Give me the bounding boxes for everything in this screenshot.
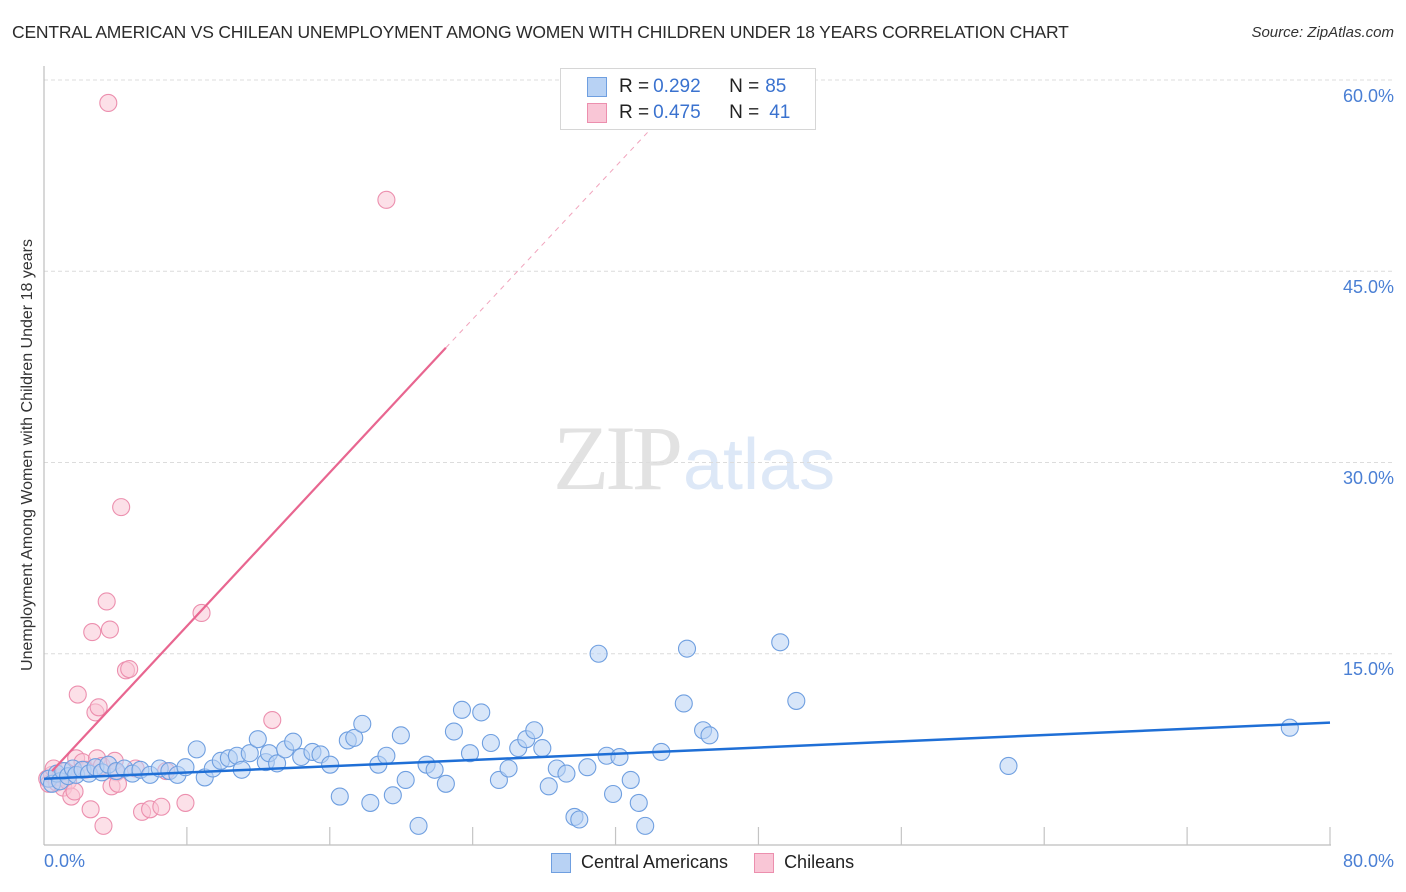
data-point — [353, 714, 372, 733]
central-americans-points — [39, 633, 1299, 835]
data-point — [94, 816, 113, 835]
y-tick-15: 15.0% — [1342, 659, 1394, 679]
data-point — [578, 758, 597, 777]
legend-item-central-americans[interactable]: Central Americans — [551, 852, 728, 873]
n-value: 85 — [765, 76, 787, 97]
data-point — [65, 782, 84, 801]
legend-item-chileans[interactable]: Chileans — [754, 852, 854, 873]
data-point — [1280, 718, 1299, 737]
data-point — [674, 694, 693, 713]
data-point — [99, 93, 118, 112]
data-point — [472, 703, 491, 722]
data-point — [120, 659, 139, 679]
data-point — [533, 739, 552, 758]
data-point — [621, 770, 640, 790]
blue-swatch-icon — [551, 852, 571, 873]
data-point — [377, 190, 396, 209]
data-point — [610, 747, 629, 767]
r-label: R = — [619, 102, 650, 123]
chart-title: CENTRAL AMERICAN VS CHILEAN UNEMPLOYMENT… — [12, 22, 1069, 42]
data-point — [636, 816, 655, 835]
data-point — [83, 623, 102, 642]
pink-swatch-icon — [754, 852, 775, 873]
data-point — [460, 744, 480, 763]
x-tick-80: 80.0% — [1342, 851, 1394, 871]
data-point — [525, 721, 544, 740]
r-label: R = — [619, 76, 650, 97]
legend-label: Central Americans — [581, 852, 729, 872]
data-point — [377, 746, 396, 765]
stats-legend-row-chileans: R = 0.475 N = 41 — [587, 101, 790, 125]
n-label: N = — [729, 102, 760, 123]
y-tick-45: 45.0% — [1342, 277, 1394, 297]
source-label: Source: ZipAtlas.com — [1251, 24, 1394, 41]
data-point — [499, 759, 518, 778]
data-point — [481, 733, 500, 753]
data-point — [240, 744, 259, 763]
data-point — [700, 726, 719, 745]
n-value: 41 — [769, 102, 791, 123]
data-point — [345, 728, 364, 747]
data-point — [383, 786, 402, 805]
chileans-trendline-extension — [445, 124, 656, 349]
data-point — [570, 810, 589, 829]
data-point — [396, 770, 415, 790]
r-value: 0.475 — [653, 102, 701, 123]
gridlines — [44, 79, 1392, 655]
data-point — [89, 698, 108, 717]
data-point — [629, 793, 648, 812]
data-point — [68, 685, 87, 704]
data-point — [604, 784, 623, 804]
data-point — [999, 756, 1018, 776]
data-point — [425, 760, 444, 779]
axes — [43, 66, 1331, 846]
chileans-points — [38, 93, 396, 835]
data-point — [100, 620, 119, 639]
y-axis-label: Unemployment Among Women with Children U… — [19, 239, 36, 671]
legend-label: Chileans — [784, 852, 855, 872]
data-point — [361, 793, 380, 812]
data-point — [409, 816, 428, 835]
data-point — [677, 639, 697, 658]
data-point — [452, 700, 472, 719]
data-point — [330, 787, 349, 806]
data-point — [391, 726, 410, 745]
data-point — [263, 710, 282, 730]
stats-legend-row-central-americans: R = 0.292 N = 85 — [587, 75, 786, 99]
r-value: 0.292 — [653, 76, 701, 97]
data-point — [589, 644, 608, 663]
data-point — [321, 755, 340, 774]
data-point — [557, 764, 576, 783]
data-point — [444, 722, 463, 741]
trendlines — [43, 124, 1331, 780]
data-point — [436, 774, 455, 793]
series-legend: Central Americans Chileans — [551, 852, 880, 873]
pink-swatch-icon — [587, 103, 607, 123]
n-label: N = — [729, 76, 760, 97]
data-point — [81, 800, 100, 819]
y-tick-60: 60.0% — [1342, 86, 1394, 106]
data-point — [539, 777, 558, 796]
stats-legend: R = 0.292 N = 85 R = 0.475 N = 41 — [560, 68, 816, 130]
y-tick-30: 30.0% — [1342, 468, 1394, 488]
data-point — [248, 730, 267, 749]
x-tick-0: 0.0% — [44, 851, 86, 871]
data-point — [112, 498, 131, 517]
data-point — [176, 793, 195, 812]
data-point — [187, 740, 206, 759]
data-point — [771, 633, 790, 652]
data-point — [284, 732, 303, 751]
central-americans-trendline — [43, 721, 1331, 780]
data-point — [192, 603, 211, 623]
chileans-trendline — [51, 347, 447, 772]
data-point — [97, 592, 116, 611]
blue-swatch-icon — [587, 77, 607, 97]
data-point — [787, 691, 806, 710]
data-point — [152, 797, 171, 816]
